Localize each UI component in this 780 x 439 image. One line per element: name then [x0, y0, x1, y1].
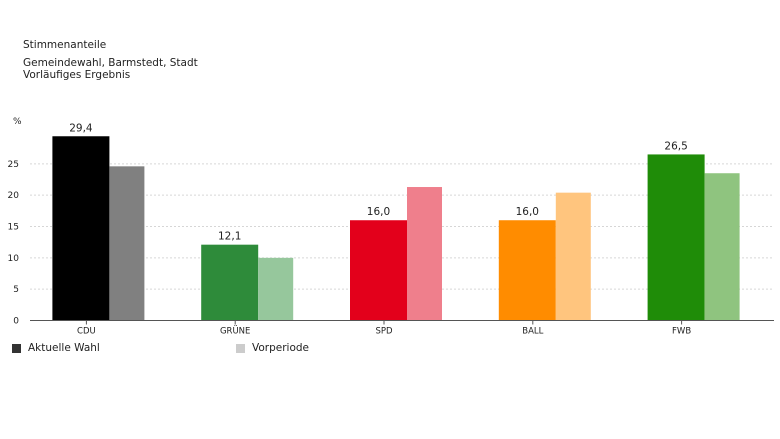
chart-title: Stimmenanteile	[23, 39, 107, 51]
data-label-spd: 16,0	[367, 206, 390, 218]
bar-previous-spd	[407, 187, 442, 321]
legend-swatch-current	[12, 343, 21, 353]
legend-label-current: Aktuelle Wahl	[28, 342, 100, 354]
legend-label-previous: Vorperiode	[252, 342, 310, 354]
y-tick-label: 10	[8, 254, 20, 264]
bar-current-fwb	[647, 154, 705, 321]
x-tick-label-cdu: CDU	[77, 327, 96, 337]
x-tick-label-spd: SPD	[375, 327, 393, 337]
bar-previous-grüne	[258, 257, 294, 321]
y-tick-label: 5	[13, 285, 19, 295]
bar-previous-cdu	[109, 166, 145, 321]
x-tick-label-grüne: GRÜNE	[220, 326, 250, 337]
bar-previous-ball	[555, 192, 591, 321]
y-axis-unit-label: %	[13, 117, 22, 127]
bar-current-ball	[498, 220, 556, 321]
bar-previous-fwb	[704, 173, 740, 321]
data-label-grüne: 12,1	[218, 231, 241, 243]
y-tick-label: 15	[8, 223, 19, 233]
legend-item-current: Aktuelle Wahl	[12, 342, 100, 354]
data-label-ball: 16,0	[516, 206, 539, 218]
y-tick-label: 0	[13, 317, 19, 327]
bar-current-grüne	[201, 244, 259, 321]
data-label-cdu: 29,4	[69, 122, 93, 134]
legend-swatch-previous	[236, 343, 245, 353]
bar-current-spd	[350, 220, 407, 321]
chart-subtitle-status: Vorläufiges Ergebnis	[23, 69, 131, 81]
legend-item-previous: Vorperiode	[236, 342, 309, 354]
chart-subtitle-election: Gemeindewahl, Barmstedt, Stadt	[23, 57, 198, 69]
data-label-fwb: 26,5	[664, 140, 687, 152]
y-tick-label: 25	[8, 160, 19, 170]
x-tick-label-ball: BALL	[522, 327, 543, 337]
x-tick-label-fwb: FWB	[672, 327, 691, 337]
bar-current-cdu	[52, 136, 110, 321]
y-tick-label: 20	[8, 191, 20, 201]
